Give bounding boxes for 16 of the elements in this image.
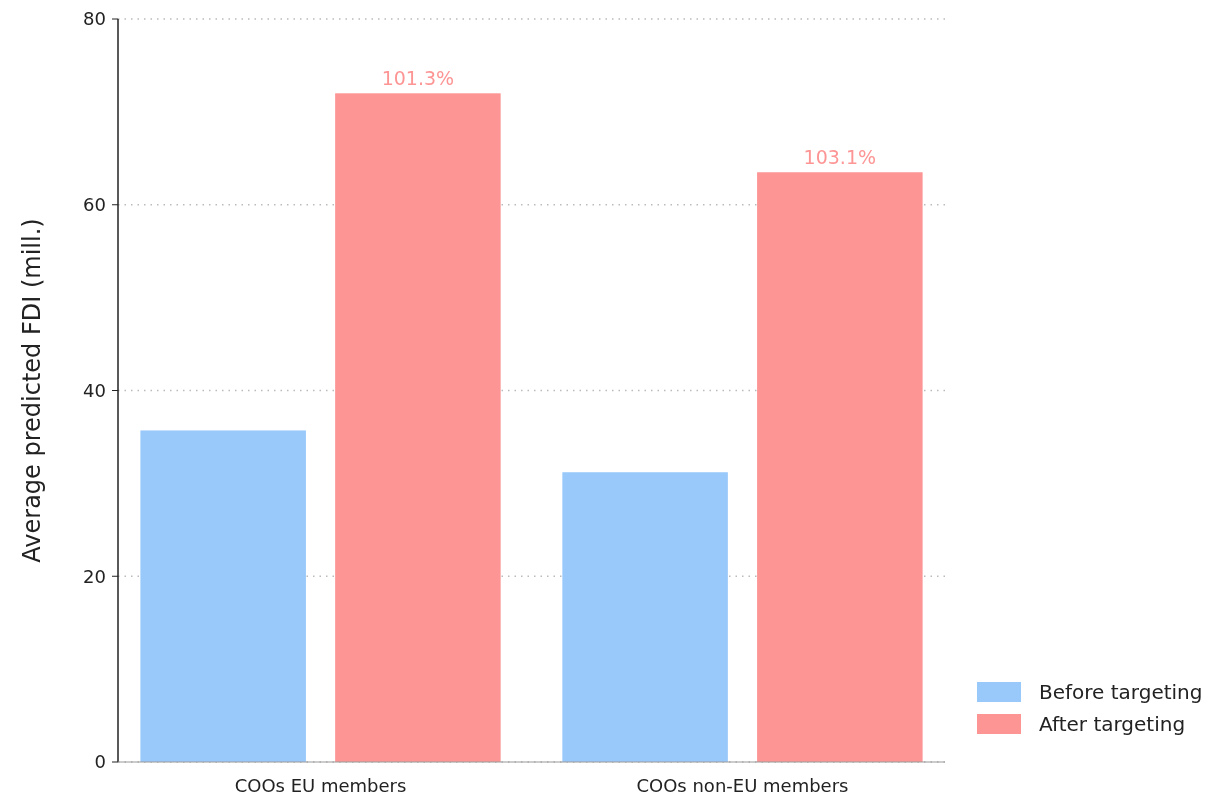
y-tick-label: 0 [94, 751, 106, 773]
bar [562, 472, 728, 762]
x-tick-label: COOs non-EU members [636, 775, 849, 796]
y-tick-label: 20 [83, 565, 106, 587]
bar [140, 430, 306, 762]
annotation: 101.3% [381, 67, 455, 90]
x-tick-label: COOs EU members [234, 775, 407, 796]
bar [757, 172, 923, 762]
y-axis-title: Average predicted FDI (mill.) [18, 218, 46, 563]
y-tick-label: 80 [83, 8, 106, 30]
annotation: 103.1% [803, 146, 877, 169]
bar [335, 93, 501, 762]
y-tick-label: 40 [83, 379, 106, 401]
y-tick-label: 60 [83, 194, 106, 216]
legend-label: After targeting [1039, 712, 1186, 736]
legend-label: Before targeting [1039, 680, 1203, 704]
